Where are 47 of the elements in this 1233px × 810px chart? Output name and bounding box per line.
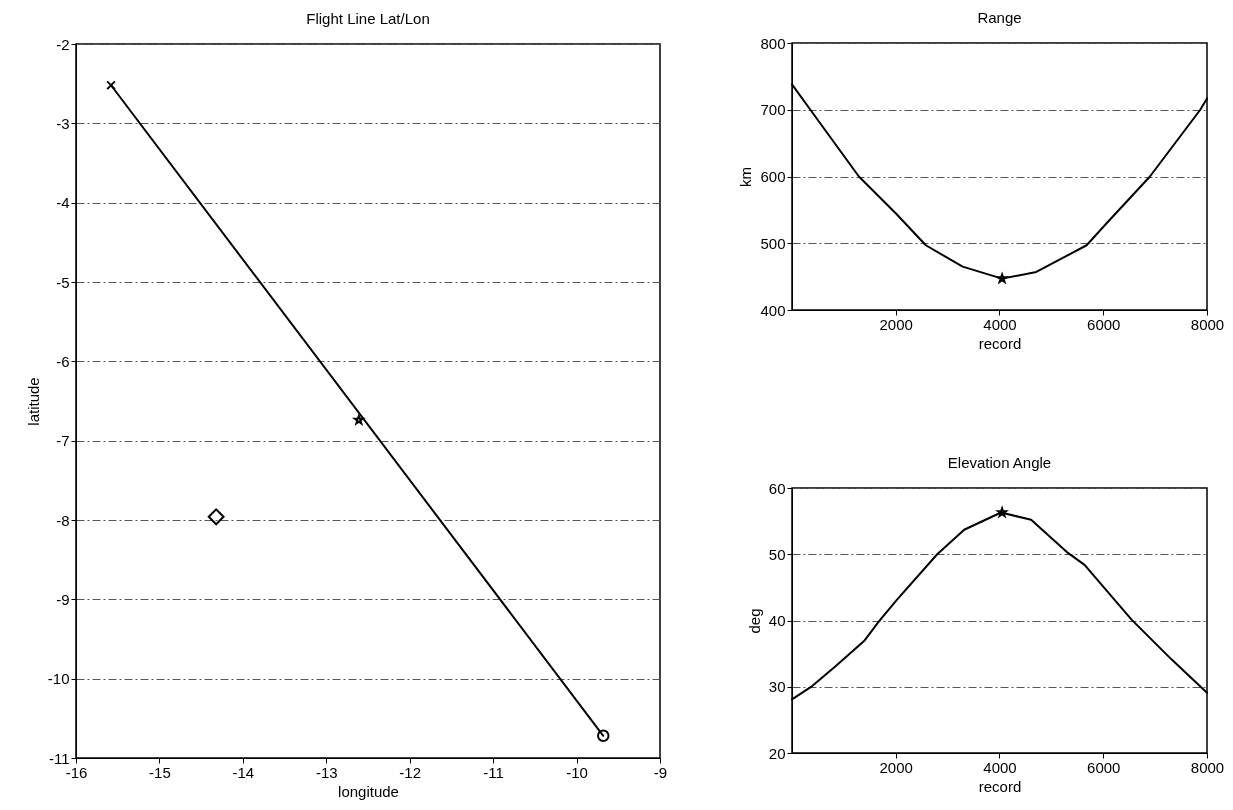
y-tick-label: 400 [760,301,786,319]
y-tick-label: 60 [768,479,786,497]
x-tick-label: 8000 [1190,758,1225,776]
y-axis-title: latitude [24,377,42,426]
x-tick-label: -13 [315,763,338,781]
y-tick-label: -2 [56,35,70,53]
y-tick-label: -7 [56,432,70,450]
x-tick-label: 4000 [983,315,1017,333]
y-tick-label: 500 [760,234,786,252]
y-tick-label: 50 [768,545,786,563]
y-tick-label: -10 [47,670,70,688]
y-tick-label: 30 [768,678,786,696]
x-tick-label: -9 [653,763,668,781]
y-tick-label: -8 [56,511,70,529]
x-tick-label: -12 [399,763,422,781]
x-tick-label: 6000 [1087,758,1121,776]
y-tick-label: -4 [56,194,70,212]
chart-title: Flight Line Lat/Lon [306,10,430,27]
y-tick-label: -5 [56,273,70,291]
x-tick-label: 2000 [879,315,913,333]
chart-title: Elevation Angle [947,454,1052,471]
point [106,80,116,91]
y-tick-label: 600 [760,168,786,185]
x-tick-label: 6000 [1087,315,1121,333]
point [207,508,225,526]
y-tick-label: 700 [760,101,786,119]
y-axis-title: km [737,167,755,187]
y-tick-label: 40 [768,612,786,629]
chart-title: Range [977,9,1022,26]
x-tick-label: 8000 [1190,315,1225,333]
x-tick-label: -14 [232,763,255,781]
y-tick-label: -9 [56,590,70,608]
y-tick-label: 800 [760,34,786,52]
x-tick-label: -11 [483,763,504,781]
x-tick-label: -15 [149,763,171,781]
x-tick-label: -16 [65,763,88,781]
x-axis-title: record [978,334,1022,352]
x-tick-label: 2000 [879,758,913,776]
y-tick-label: -6 [56,352,70,370]
point [597,729,610,743]
y-axis-title: deg [745,608,763,634]
x-axis-title: longitude [338,782,399,800]
y-tick-label: -3 [56,114,70,132]
x-tick-label: -10 [566,763,588,781]
y-tick-label: 20 [768,744,786,762]
x-tick-label: 4000 [983,758,1017,776]
x-axis-title: record [978,777,1022,795]
